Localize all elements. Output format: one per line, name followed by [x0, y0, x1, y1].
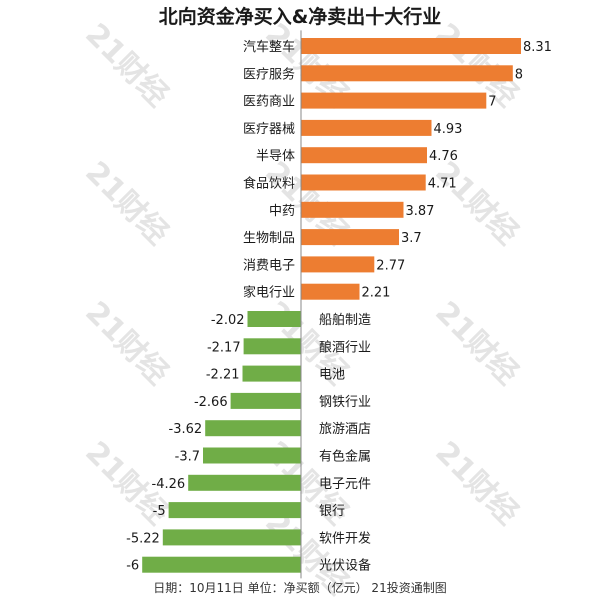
- value-label-14: -3.62: [169, 422, 203, 437]
- value-label-17: -5: [153, 504, 166, 519]
- value-label-1: 8: [515, 67, 523, 82]
- value-label-0: 8.31: [523, 40, 552, 55]
- watermark-3: 21财经: [78, 155, 175, 252]
- bar-13: [230, 392, 301, 409]
- bar-12: [242, 365, 301, 382]
- value-label-10: -2.02: [211, 313, 245, 328]
- category-label-5: 食品饮料: [243, 176, 295, 192]
- bar-15: [203, 447, 301, 464]
- bar-17: [168, 502, 301, 519]
- category-label-18: 软件开发: [319, 530, 371, 546]
- watermark-8: 21财经: [428, 295, 525, 392]
- bar-8: [301, 256, 375, 273]
- value-label-3: 4.93: [434, 122, 463, 137]
- value-label-18: -5.22: [126, 531, 160, 546]
- bar-10: [247, 311, 301, 327]
- bar-7: [301, 229, 399, 246]
- value-label-8: 2.77: [376, 258, 405, 273]
- bar-16: [188, 474, 301, 491]
- value-label-19: -6: [126, 559, 139, 574]
- value-label-15: -3.7: [175, 450, 200, 465]
- category-label-15: 有色金属: [319, 449, 371, 465]
- category-label-11: 酿酒行业: [319, 339, 371, 355]
- category-label-19: 光伏设备: [319, 558, 371, 574]
- watermark-11: 21财经: [428, 435, 525, 532]
- watermark-6: 21财经: [78, 295, 175, 392]
- bar-2: [301, 92, 487, 109]
- category-label-3: 医疗器械: [243, 122, 295, 137]
- value-label-11: -2.17: [207, 340, 241, 355]
- category-label-10: 船舶制造: [319, 312, 371, 328]
- bar-5: [301, 174, 426, 191]
- chart-footer: 日期：10月11日 单位：净买额（亿元） 21投资通制图: [153, 581, 447, 595]
- bar-3: [301, 119, 432, 136]
- bar-4: [301, 147, 427, 164]
- category-label-4: 半导体: [256, 149, 295, 164]
- bar-14: [205, 420, 301, 437]
- category-label-17: 银行: [319, 504, 345, 519]
- category-label-16: 电子元件: [319, 477, 371, 492]
- value-label-13: -2.66: [194, 395, 228, 410]
- value-label-9: 2.21: [362, 286, 391, 301]
- value-label-5: 4.71: [428, 177, 457, 192]
- category-label-8: 消费电子: [243, 258, 295, 273]
- category-label-2: 医药商业: [243, 95, 295, 110]
- bar-18: [162, 529, 301, 546]
- value-label-4: 4.76: [429, 149, 458, 164]
- value-label-6: 3.87: [406, 204, 435, 219]
- bar-6: [301, 201, 404, 218]
- value-label-7: 3.7: [401, 231, 422, 246]
- value-label-2: 7: [488, 95, 496, 110]
- category-label-6: 中药: [269, 204, 295, 219]
- category-label-9: 家电行业: [243, 285, 295, 301]
- value-label-12: -2.21: [206, 368, 240, 383]
- chart-title: 北向资金净买入&净卖出十大行业: [158, 6, 442, 28]
- category-label-14: 旅游酒店: [319, 422, 371, 437]
- bar-19: [142, 556, 301, 573]
- value-label-16: -4.26: [152, 477, 186, 492]
- category-label-12: 电池: [319, 368, 345, 383]
- category-label-1: 医疗服务: [243, 66, 295, 82]
- category-label-13: 钢铁行业: [319, 395, 371, 410]
- watermark-0: 21财经: [78, 17, 175, 114]
- bar-0: [301, 38, 521, 54]
- category-label-7: 生物制品: [243, 231, 295, 246]
- bar-11: [243, 338, 301, 355]
- bar-9: [301, 283, 360, 300]
- bar-1: [301, 65, 513, 82]
- watermark-5: 21财经: [428, 155, 525, 252]
- category-label-0: 汽车整车: [243, 39, 295, 55]
